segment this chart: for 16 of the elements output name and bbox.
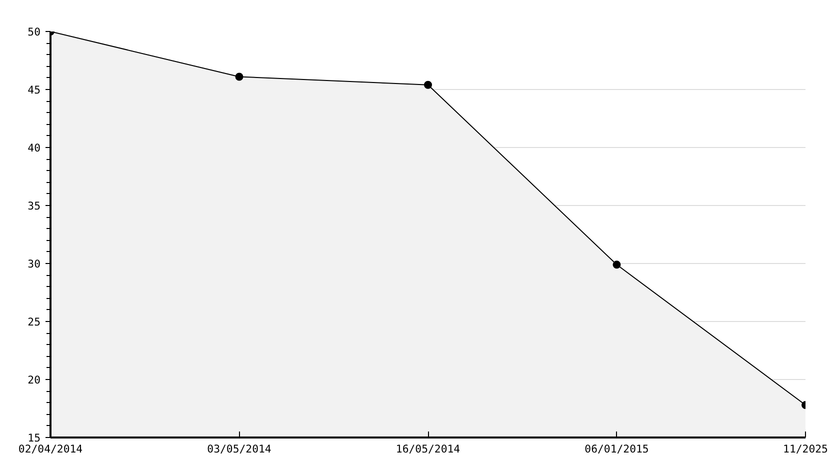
- y-tick-label: 50: [28, 26, 41, 38]
- y-tick-label: 30: [28, 258, 41, 270]
- point: [424, 80, 432, 89]
- y-tick-label: 15: [28, 432, 41, 444]
- x-tick-label: 03/05/2014: [207, 442, 272, 456]
- x-tick-label: 02/04/2014: [18, 442, 83, 456]
- y-tick-label: 20: [28, 374, 41, 386]
- y-tick-label: 40: [28, 142, 41, 154]
- y-tick-label: 45: [28, 84, 41, 96]
- point: [612, 260, 621, 269]
- x-tick-label: 16/05/2014: [396, 442, 460, 456]
- x-tick-label: 11/2025: [783, 442, 828, 456]
- x-tick-label: 06/01/2015: [584, 442, 649, 456]
- point: [235, 72, 244, 81]
- y-tick-label: 35: [28, 200, 41, 212]
- y-tick-label: 25: [28, 316, 41, 328]
